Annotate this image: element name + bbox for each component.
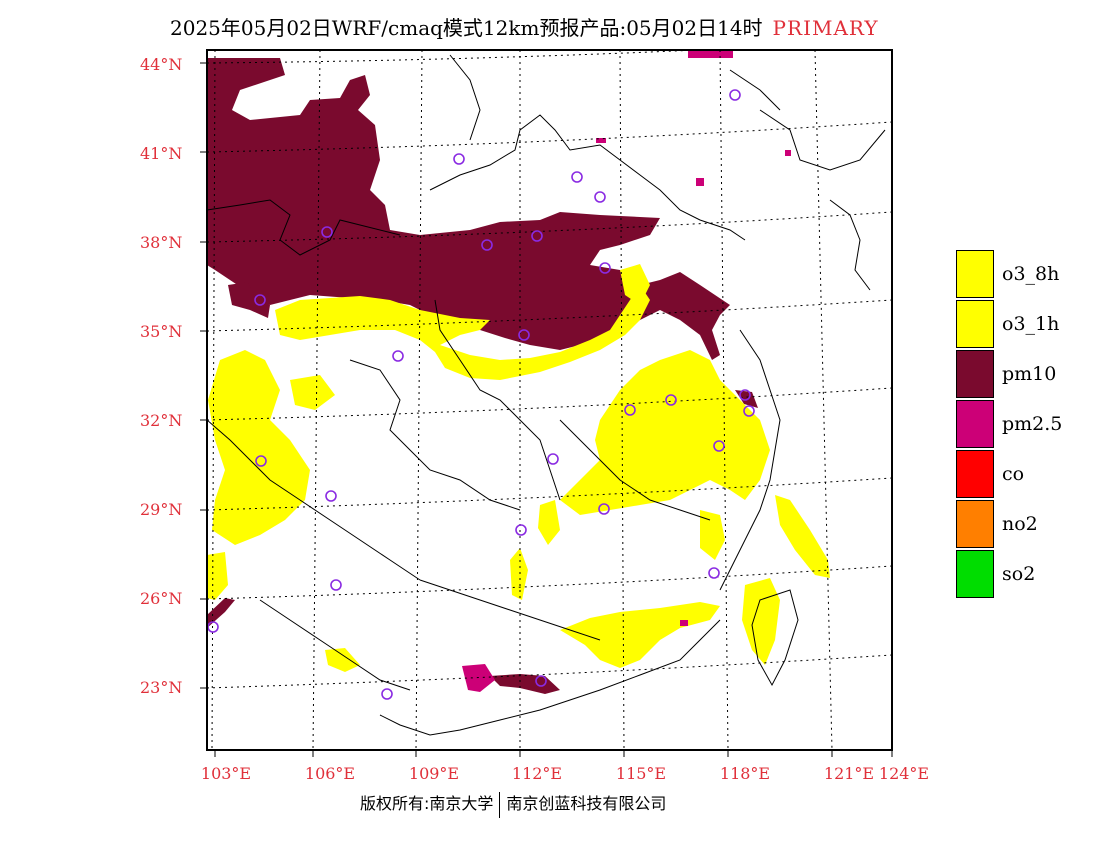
copyright-right: 南京创蓝科技有限公司 [506,794,667,813]
legend-item-pm10: pm10 [956,349,1062,399]
lat-label: 23°N [140,678,183,697]
lat-label: 35°N [140,322,183,341]
pm25-dot [596,138,606,143]
lon-label: 112°E [511,764,563,783]
lat-label: 29°N [140,500,183,519]
pm10-southwest-edge [207,598,235,628]
o3-central-band [275,285,650,380]
lat-label: 41°N [140,144,183,163]
legend-label: co [1002,463,1025,485]
pm25-dot [680,620,688,626]
lat-label: 38°N [140,233,183,252]
title-tag: PRIMARY [772,16,879,40]
pm10-region [207,58,730,360]
lat-label: 32°N [140,411,183,430]
legend-swatch [956,300,994,348]
lon-label: 106°E [304,764,356,783]
o3-sichuan-basin [208,350,310,545]
legend-item-pm25: pm2.5 [956,399,1062,449]
plot-frame [206,49,893,751]
legend-swatch [956,250,994,298]
graticule [207,50,892,750]
legend-label: no2 [1002,513,1038,535]
o3-zhejiang-coast [775,495,830,578]
legend-swatch [956,350,994,398]
legend-swatch [956,550,994,598]
legend-label: pm10 [1002,363,1057,385]
lon-label: 109°E [408,764,460,783]
copyright-footer: 版权所有:南京大学 南京创蓝科技有限公司 [360,790,666,818]
footer-divider [499,791,501,818]
legend-item-co: co [956,449,1062,499]
legend-label: pm2.5 [1002,413,1063,435]
copyright-left: 版权所有:南京大学 [360,794,494,813]
lat-label: 44°N [140,55,183,74]
pm10-west-patch [228,282,270,318]
legend-item-o3-1h: o3_1h [956,299,1062,349]
lon-label: 115°E [615,764,667,783]
o3-northchina-patch [620,264,650,305]
legend-swatch [956,500,994,548]
pm10-south-coast [490,674,560,694]
pm25-dot [785,150,791,156]
map-title: 2025年05月02日WRF/cmaq模式12km预报产品:05月02日14时 P… [170,12,879,41]
pm25-north-top [688,50,733,58]
o3-jiangxi [538,500,560,545]
title-text: 2025年05月02日WRF/cmaq模式12km预报产品:05月02日14时 [170,16,763,40]
o3-jiangnan [700,510,725,560]
stations [207,89,755,700]
legend-item-o3-8h: o3_8h [956,249,1062,299]
o3-taiwan [742,578,780,665]
o3-yangtze-band [560,350,770,515]
tick-marks [200,62,893,757]
o3-sichuan-east [290,375,335,410]
o3-south-band [560,602,720,668]
legend-item-no2: no2 [956,499,1062,549]
lon-label: 103°E [200,764,252,783]
legend-label: o3_1h [1002,313,1060,335]
borders [207,54,886,736]
legend: o3_8h o3_1h pm10 pm2.5 co no2 so2 [956,249,1062,599]
lat-label: 26°N [140,589,183,608]
lon-label: 124°E [878,764,930,783]
legend-swatch [956,450,994,498]
legend-item-so2: so2 [956,549,1062,599]
pm25-dot [696,178,704,186]
o3-hunan-stripe [510,548,528,600]
o3-guangxi-patch [325,648,360,672]
legend-label: o3_8h [1002,263,1060,285]
lon-label: 121°E [823,764,875,783]
o3-yunnan-edge [207,552,228,600]
legend-swatch [956,400,994,448]
legend-label: so2 [1002,563,1036,585]
lon-label: 118°E [719,764,771,783]
